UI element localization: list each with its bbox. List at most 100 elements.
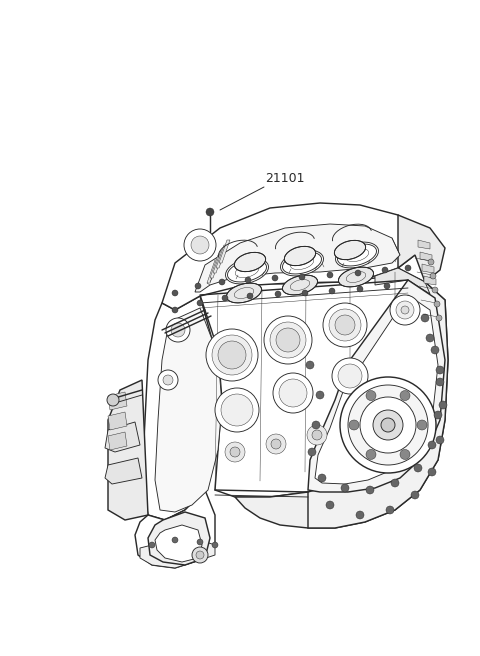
Circle shape [172, 307, 178, 313]
Polygon shape [398, 215, 445, 282]
Circle shape [323, 303, 367, 347]
Polygon shape [216, 245, 227, 268]
Circle shape [400, 390, 410, 401]
Polygon shape [308, 280, 445, 492]
Circle shape [355, 270, 361, 276]
Polygon shape [155, 525, 202, 562]
Polygon shape [308, 280, 448, 528]
Circle shape [357, 286, 363, 292]
Circle shape [341, 484, 349, 492]
Circle shape [215, 388, 259, 432]
Circle shape [299, 274, 305, 280]
Circle shape [172, 290, 178, 296]
Circle shape [384, 283, 390, 289]
Circle shape [307, 425, 327, 445]
Circle shape [218, 341, 246, 369]
Ellipse shape [226, 258, 268, 284]
Circle shape [381, 418, 395, 432]
Polygon shape [195, 224, 400, 292]
Circle shape [432, 287, 438, 293]
Circle shape [272, 275, 278, 281]
Ellipse shape [227, 283, 262, 303]
Circle shape [348, 385, 428, 465]
Circle shape [247, 293, 253, 299]
Circle shape [391, 479, 399, 487]
Ellipse shape [338, 267, 373, 287]
Circle shape [386, 506, 394, 514]
Polygon shape [235, 268, 448, 528]
Circle shape [276, 328, 300, 352]
Circle shape [400, 449, 410, 459]
Circle shape [436, 436, 444, 444]
Circle shape [327, 272, 333, 278]
Circle shape [434, 301, 440, 307]
Circle shape [158, 370, 178, 390]
Polygon shape [420, 252, 432, 261]
Circle shape [163, 375, 173, 385]
Circle shape [421, 314, 429, 322]
Circle shape [197, 300, 203, 306]
Polygon shape [418, 240, 430, 249]
Circle shape [166, 318, 190, 342]
Ellipse shape [234, 253, 265, 272]
Polygon shape [375, 268, 430, 294]
Circle shape [349, 416, 369, 436]
Ellipse shape [335, 240, 366, 260]
Circle shape [271, 439, 281, 449]
Circle shape [428, 259, 434, 265]
Polygon shape [422, 264, 434, 273]
Circle shape [206, 208, 214, 216]
Polygon shape [108, 392, 127, 410]
Circle shape [329, 288, 335, 294]
Circle shape [279, 379, 307, 407]
Circle shape [349, 420, 359, 430]
Circle shape [219, 279, 225, 285]
Circle shape [434, 411, 442, 419]
Circle shape [308, 448, 316, 456]
Circle shape [221, 394, 253, 426]
Circle shape [245, 277, 251, 283]
Polygon shape [142, 296, 220, 520]
Circle shape [312, 421, 320, 429]
Circle shape [373, 410, 403, 440]
Polygon shape [210, 255, 221, 278]
Circle shape [366, 390, 376, 401]
Ellipse shape [284, 247, 316, 266]
Polygon shape [105, 422, 140, 452]
Circle shape [426, 334, 434, 342]
Circle shape [382, 267, 388, 273]
Ellipse shape [336, 242, 378, 268]
Polygon shape [148, 512, 210, 565]
Circle shape [436, 366, 444, 374]
Polygon shape [424, 276, 436, 285]
Circle shape [354, 421, 364, 431]
Circle shape [192, 547, 208, 563]
Circle shape [266, 434, 286, 454]
Circle shape [366, 449, 376, 459]
Circle shape [401, 306, 409, 314]
Circle shape [184, 229, 216, 261]
Ellipse shape [282, 275, 318, 295]
Circle shape [318, 474, 326, 482]
Polygon shape [219, 240, 230, 263]
Circle shape [329, 309, 361, 341]
Circle shape [306, 361, 314, 369]
Circle shape [230, 447, 240, 457]
Circle shape [196, 551, 204, 559]
Polygon shape [315, 295, 438, 484]
Polygon shape [135, 490, 215, 568]
Circle shape [428, 468, 436, 476]
Circle shape [107, 394, 119, 406]
Polygon shape [108, 432, 127, 450]
Circle shape [270, 322, 306, 358]
Circle shape [197, 539, 203, 545]
Circle shape [390, 295, 420, 325]
Circle shape [411, 491, 419, 499]
Circle shape [191, 236, 209, 254]
Circle shape [212, 335, 252, 375]
Circle shape [316, 391, 324, 399]
Polygon shape [162, 203, 418, 310]
Circle shape [405, 265, 411, 271]
Circle shape [222, 295, 228, 301]
Circle shape [356, 511, 364, 519]
